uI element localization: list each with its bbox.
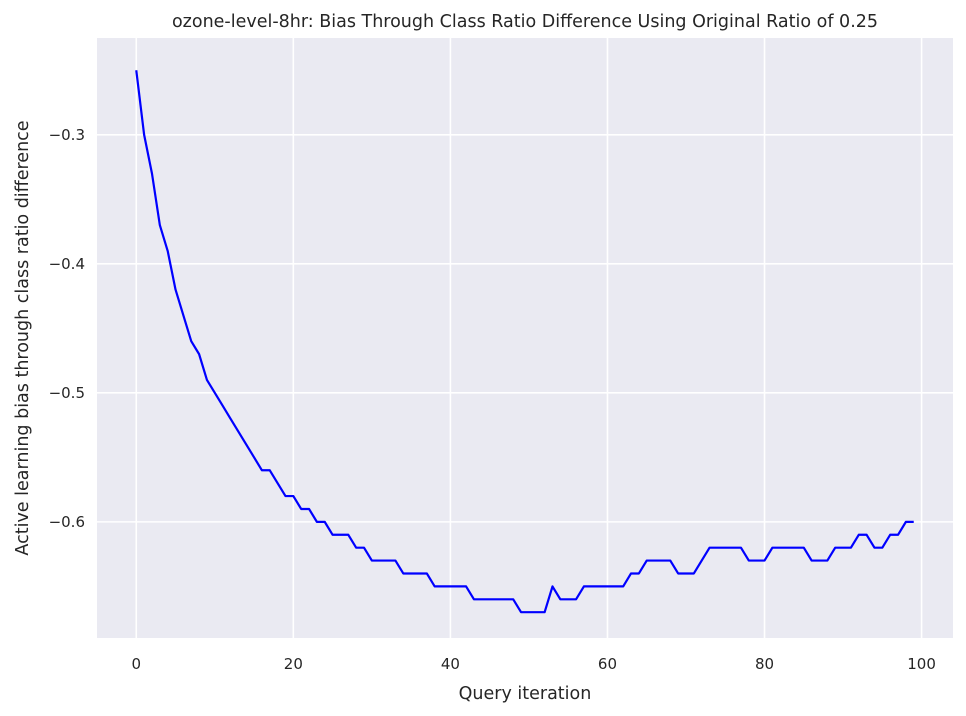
plot-area: [97, 38, 953, 638]
tick-labels: 0 20 40 60 80 100 −0.3 −0.4 −0.5 −0.6: [49, 126, 936, 673]
x-tick-label: 100: [907, 655, 936, 673]
x-tick-label: 80: [755, 655, 774, 673]
grid: [97, 38, 953, 638]
x-tick-label: 20: [284, 655, 303, 673]
y-tick-label: −0.5: [49, 384, 85, 402]
y-tick-label: −0.6: [49, 513, 85, 531]
series-layer: [135, 70, 914, 614]
x-tick-label: 60: [598, 655, 617, 673]
y-tick-label: −0.3: [49, 126, 85, 144]
y-axis-title: Active learning bias through class ratio…: [13, 120, 33, 555]
series-line: [135, 70, 914, 614]
y-tick-label: −0.4: [49, 255, 85, 273]
x-tick-label: 40: [441, 655, 460, 673]
chart-title: ozone-level-8hr: Bias Through Class Rati…: [172, 12, 878, 32]
x-axis-title: Query iteration: [459, 684, 592, 704]
x-tick-label: 0: [131, 655, 141, 673]
